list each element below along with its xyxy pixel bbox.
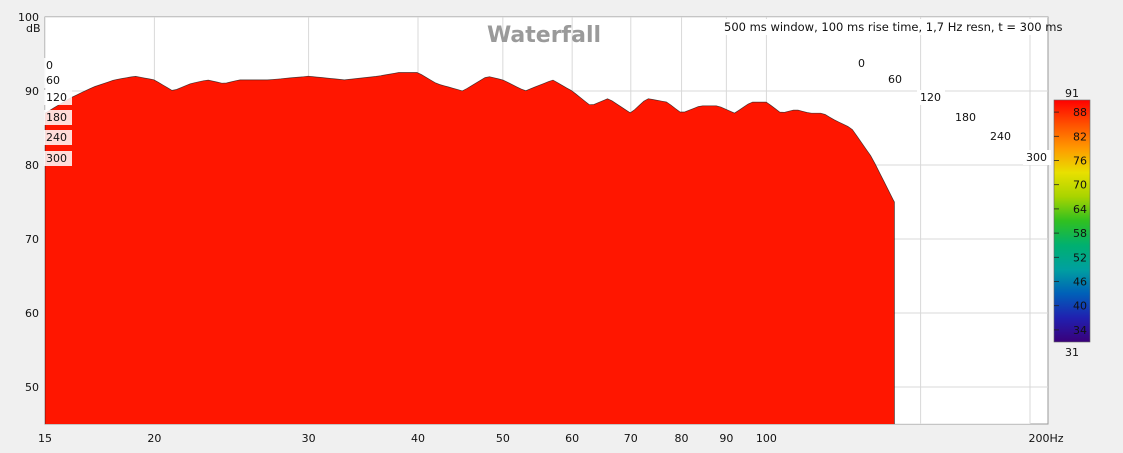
x-tick-label: 30 <box>302 432 316 445</box>
time-label-box <box>44 130 72 145</box>
colorbar-tick-label: 52 <box>1073 251 1087 264</box>
y-tick-label: 90 <box>25 85 39 98</box>
time-label-left: 240 <box>46 131 67 144</box>
subtitle-box <box>720 19 1046 35</box>
time-label-box <box>44 151 72 166</box>
floor-line <box>919 423 921 424</box>
time-label-left: 120 <box>46 91 67 104</box>
time-label-right: 120 <box>920 91 941 104</box>
y-tick-label: 100 <box>18 11 39 24</box>
colorbar-tick-label: 34 <box>1073 324 1087 337</box>
time-axis: 0 0 60 60 120 120 180 180 240 240 300 300 <box>44 56 1051 166</box>
y-axis-label: dB <box>26 22 41 35</box>
x-tick-label: 50 <box>496 432 510 445</box>
time-label-box <box>952 110 980 125</box>
colorbar: 91 31 88 82 76 70 64 58 52 46 40 34 <box>1053 87 1091 359</box>
colorbar-min-label: 31 <box>1065 346 1079 359</box>
x-tick-label: 100 <box>756 432 777 445</box>
time-label-box <box>855 56 869 71</box>
colorbar-tick-label: 88 <box>1073 106 1087 119</box>
chart-subtitle: 500 ms window, 100 ms rise time, 1,7 Hz … <box>724 20 1062 34</box>
waterfall-slice <box>45 72 895 424</box>
chart-title: Waterfall <box>487 23 601 48</box>
time-label-left: 300 <box>46 152 67 165</box>
y-axis: 50 60 70 80 90 100 <box>18 11 39 394</box>
y-tick-label: 60 <box>25 307 39 320</box>
x-tick-label: 20 <box>147 432 161 445</box>
y-tick-label: 80 <box>25 159 39 172</box>
time-label-box <box>885 72 906 87</box>
time-label-left: 60 <box>46 74 60 87</box>
time-label-box <box>44 73 65 88</box>
time-label-right: 0 <box>858 57 865 70</box>
colorbar-tick-label: 64 <box>1073 203 1087 216</box>
colorbar-tick-label: 40 <box>1073 300 1087 313</box>
y-tick-label: 70 <box>25 233 39 246</box>
x-end-label: 200Hz <box>1028 432 1063 445</box>
y-tick-label: 50 <box>25 381 39 394</box>
time-label-right: 180 <box>955 111 976 124</box>
colorbar-tick-label: 82 <box>1073 130 1087 143</box>
colorbar-scale <box>1053 99 1091 343</box>
time-label-box <box>987 129 1015 144</box>
time-label-right: 300 <box>1026 151 1047 164</box>
waterfall-surface <box>45 72 895 424</box>
colorbar-tick-label: 76 <box>1073 155 1087 168</box>
floor-line <box>1029 423 1030 424</box>
time-label-left: 180 <box>46 111 67 124</box>
colorbar-tick-label: 70 <box>1073 179 1087 192</box>
colorbar-tick-label: 46 <box>1073 276 1087 289</box>
time-label-right: 240 <box>990 130 1011 143</box>
x-tick-label: 40 <box>411 432 425 445</box>
time-label-left: 0 <box>46 59 53 72</box>
time-label-box <box>44 110 72 125</box>
time-label-right: 60 <box>888 73 902 86</box>
colorbar-max-label: 91 <box>1065 87 1079 100</box>
x-tick-label: 90 <box>719 432 733 445</box>
x-tick-label: 15 <box>38 432 52 445</box>
time-label-box <box>44 58 58 73</box>
time-label-box <box>917 90 945 105</box>
x-tick-label: 80 <box>675 432 689 445</box>
time-label-box <box>1023 150 1051 165</box>
time-label-box <box>44 90 72 105</box>
x-axis: 15 20 30 40 50 60 70 80 90 100 <box>38 432 777 445</box>
x-tick-label: 70 <box>624 432 638 445</box>
colorbar-tick-label: 58 <box>1073 227 1087 240</box>
x-tick-label: 60 <box>565 432 579 445</box>
